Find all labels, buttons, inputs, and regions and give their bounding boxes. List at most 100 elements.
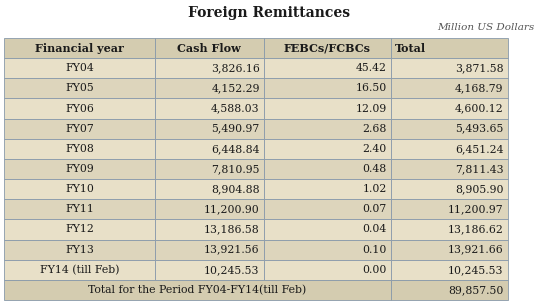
- Text: 13,186.58: 13,186.58: [204, 224, 260, 234]
- Bar: [4, 139, 155, 159]
- Bar: [155, 98, 264, 119]
- Text: 0.10: 0.10: [363, 245, 387, 255]
- Bar: [4, 240, 155, 260]
- Text: FY06: FY06: [65, 104, 94, 113]
- Bar: [264, 260, 391, 280]
- Text: 12.09: 12.09: [356, 104, 387, 113]
- Text: 1.02: 1.02: [363, 184, 387, 194]
- Text: 13,921.66: 13,921.66: [448, 245, 504, 255]
- Text: 11,200.97: 11,200.97: [448, 204, 504, 214]
- Text: 11,200.90: 11,200.90: [204, 204, 260, 214]
- Bar: [391, 119, 507, 139]
- Bar: [264, 38, 391, 58]
- Text: 89,857.50: 89,857.50: [448, 285, 504, 295]
- Bar: [4, 280, 391, 300]
- Bar: [4, 179, 155, 199]
- Text: 45.42: 45.42: [356, 63, 387, 73]
- Bar: [4, 98, 155, 119]
- Bar: [4, 58, 155, 78]
- Bar: [391, 58, 507, 78]
- Text: 2.68: 2.68: [363, 124, 387, 134]
- Text: 4,588.03: 4,588.03: [211, 104, 260, 113]
- Bar: [391, 240, 507, 260]
- Text: 3,826.16: 3,826.16: [211, 63, 260, 73]
- Bar: [155, 199, 264, 219]
- Text: 5,490.97: 5,490.97: [211, 124, 260, 134]
- Bar: [264, 58, 391, 78]
- Text: 4,600.12: 4,600.12: [455, 104, 504, 113]
- Bar: [4, 199, 155, 219]
- Text: Total for the Period FY04-FY14(till Feb): Total for the Period FY04-FY14(till Feb): [88, 285, 307, 295]
- Bar: [264, 119, 391, 139]
- Text: 13,186.62: 13,186.62: [448, 224, 504, 234]
- Bar: [155, 139, 264, 159]
- Bar: [155, 159, 264, 179]
- Bar: [155, 78, 264, 98]
- Text: Cash Flow: Cash Flow: [178, 43, 241, 54]
- Bar: [4, 78, 155, 98]
- Bar: [4, 219, 155, 240]
- Text: Financial year: Financial year: [35, 43, 124, 54]
- Bar: [264, 199, 391, 219]
- Text: 16.50: 16.50: [356, 83, 387, 93]
- Bar: [4, 260, 155, 280]
- Bar: [4, 159, 155, 179]
- Bar: [391, 199, 507, 219]
- Text: 10,245.53: 10,245.53: [204, 265, 260, 275]
- Text: FY07: FY07: [65, 124, 94, 134]
- Bar: [4, 119, 155, 139]
- Text: 6,448.84: 6,448.84: [211, 144, 260, 154]
- Text: 2.40: 2.40: [363, 144, 387, 154]
- Text: 8,905.90: 8,905.90: [455, 184, 504, 194]
- Text: FY09: FY09: [65, 164, 94, 174]
- Text: 7,811.43: 7,811.43: [455, 164, 504, 174]
- Text: 0.00: 0.00: [363, 265, 387, 275]
- Bar: [391, 219, 507, 240]
- Bar: [155, 38, 264, 58]
- Text: 0.04: 0.04: [363, 224, 387, 234]
- Bar: [391, 159, 507, 179]
- Text: FY13: FY13: [65, 245, 94, 255]
- Bar: [264, 219, 391, 240]
- Text: FY14 (till Feb): FY14 (till Feb): [40, 264, 119, 275]
- Text: 7,810.95: 7,810.95: [211, 164, 260, 174]
- Text: FY05: FY05: [65, 83, 94, 93]
- Text: FY08: FY08: [65, 144, 94, 154]
- Bar: [264, 240, 391, 260]
- Text: 8,904.88: 8,904.88: [211, 184, 260, 194]
- Bar: [391, 38, 507, 58]
- Text: FY11: FY11: [65, 204, 94, 214]
- Bar: [391, 78, 507, 98]
- Text: FEBCs/FCBCs: FEBCs/FCBCs: [284, 43, 371, 54]
- Text: 4,152.29: 4,152.29: [211, 83, 260, 93]
- Text: Foreign Remittances: Foreign Remittances: [188, 6, 350, 20]
- Bar: [264, 159, 391, 179]
- Bar: [4, 38, 155, 58]
- Bar: [264, 78, 391, 98]
- Text: FY12: FY12: [65, 224, 94, 234]
- Bar: [155, 119, 264, 139]
- Text: 10,245.53: 10,245.53: [448, 265, 504, 275]
- Text: 4,168.79: 4,168.79: [455, 83, 504, 93]
- Bar: [391, 98, 507, 119]
- Bar: [264, 139, 391, 159]
- Bar: [155, 260, 264, 280]
- Text: 5,493.65: 5,493.65: [455, 124, 504, 134]
- Bar: [391, 280, 507, 300]
- Bar: [391, 260, 507, 280]
- Text: Million US Dollars: Million US Dollars: [437, 23, 534, 33]
- Bar: [155, 219, 264, 240]
- Bar: [155, 240, 264, 260]
- Text: 13,921.56: 13,921.56: [204, 245, 260, 255]
- Bar: [264, 98, 391, 119]
- Text: 0.07: 0.07: [363, 204, 387, 214]
- Text: FY10: FY10: [65, 184, 94, 194]
- Text: 0.48: 0.48: [363, 164, 387, 174]
- Bar: [155, 179, 264, 199]
- Bar: [391, 179, 507, 199]
- Bar: [264, 179, 391, 199]
- Text: 6,451.24: 6,451.24: [455, 144, 504, 154]
- Text: 3,871.58: 3,871.58: [455, 63, 504, 73]
- Text: Total: Total: [395, 43, 426, 54]
- Bar: [391, 139, 507, 159]
